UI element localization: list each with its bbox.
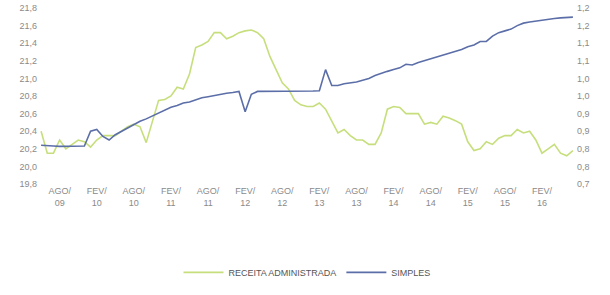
svg-text:FEV/14: FEV/14 <box>384 186 405 208</box>
svg-text:1,0: 1,0 <box>577 74 590 84</box>
svg-text:1,2: 1,2 <box>577 3 590 13</box>
svg-text:1,1: 1,1 <box>577 38 590 48</box>
svg-text:0,8: 0,8 <box>577 162 590 172</box>
svg-text:0,7: 0,7 <box>577 179 590 189</box>
svg-text:AGO/12: AGO/12 <box>271 186 294 208</box>
svg-text:20,0: 20,0 <box>19 162 37 172</box>
svg-text:FEV/15: FEV/15 <box>458 186 479 208</box>
svg-text:1,1: 1,1 <box>577 56 590 66</box>
svg-text:0,9: 0,9 <box>577 109 590 119</box>
svg-text:FEV/16: FEV/16 <box>532 186 553 208</box>
svg-text:AGO/13: AGO/13 <box>345 186 368 208</box>
svg-text:FEV/10: FEV/10 <box>87 186 108 208</box>
svg-text:20,8: 20,8 <box>19 91 37 101</box>
svg-text:AGO/11: AGO/11 <box>197 186 220 208</box>
svg-text:AGO/15: AGO/15 <box>494 186 517 208</box>
svg-text:0,8: 0,8 <box>577 144 590 154</box>
svg-text:0,9: 0,9 <box>577 126 590 136</box>
svg-text:FEV/13: FEV/13 <box>309 186 330 208</box>
svg-text:1,0: 1,0 <box>577 91 590 101</box>
svg-text:19,8: 19,8 <box>19 179 37 189</box>
svg-text:1,2: 1,2 <box>577 21 590 31</box>
svg-text:20,2: 20,2 <box>19 144 37 154</box>
svg-text:20,6: 20,6 <box>19 109 37 119</box>
svg-text:21,8: 21,8 <box>19 3 37 13</box>
svg-text:AGO/14: AGO/14 <box>419 186 442 208</box>
svg-text:FEV/12: FEV/12 <box>235 186 256 208</box>
svg-text:21,6: 21,6 <box>19 21 37 31</box>
svg-text:20,4: 20,4 <box>19 126 37 136</box>
svg-text:AGO/09: AGO/09 <box>48 186 71 208</box>
svg-text:RECEITA ADMINISTRADA: RECEITA ADMINISTRADA <box>229 268 337 278</box>
svg-text:21,2: 21,2 <box>19 56 37 66</box>
svg-text:SIMPLES: SIMPLES <box>391 268 430 278</box>
svg-text:21,0: 21,0 <box>19 74 37 84</box>
svg-text:AGO/10: AGO/10 <box>123 186 146 208</box>
svg-text:FEV/11: FEV/11 <box>161 186 182 208</box>
svg-text:21,4: 21,4 <box>19 38 37 48</box>
